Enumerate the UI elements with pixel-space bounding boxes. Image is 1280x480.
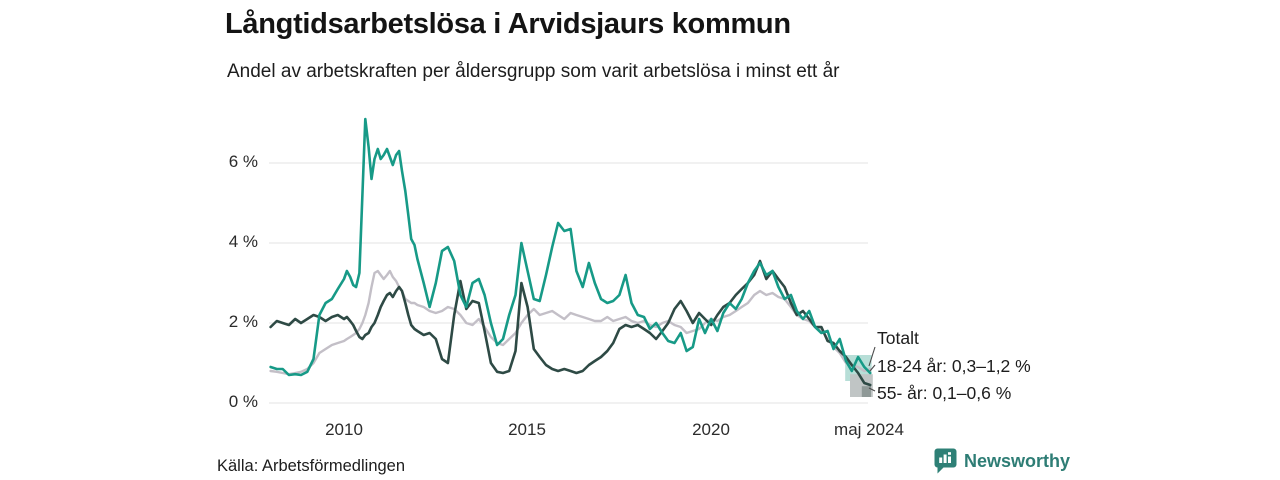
x-axis-tick-2020: 2020 — [692, 420, 730, 439]
newsworthy-logo-text: Newsworthy — [964, 450, 1071, 471]
uncertainty-band-2 — [861, 386, 871, 397]
x-axis-tick-2010: 2010 — [325, 420, 363, 439]
y-axis-tick-4: 4 % — [228, 232, 258, 251]
annotation-18-24: 18-24 år: 0,3–1,2 % — [877, 356, 1031, 376]
chart-subtitle: Andel av arbetskraften per åldersgrupp s… — [227, 61, 840, 82]
x-axis-tick-2015: 2015 — [508, 420, 546, 439]
newsworthy-logo[interactable]: Newsworthy — [934, 448, 1070, 474]
annotation-55: 55- år: 0,1–0,6 % — [877, 383, 1012, 403]
annotation-connector-1 — [869, 364, 876, 372]
newsworthy-bubble-icon — [934, 448, 957, 474]
annotation-connector-0 — [868, 346, 876, 367]
series-line-2 — [269, 269, 872, 376]
annotation-connector-2 — [868, 387, 876, 392]
page-title: Långtidsarbetslösa i Arvidsjaurs kommun — [225, 8, 791, 40]
y-axis-tick-0: 0 % — [228, 392, 258, 411]
x-axis-tick-maj-2024: maj 2024 — [834, 420, 904, 439]
source-note: Källa: Arbetsförmedlingen — [217, 457, 406, 475]
y-axis-tick-2: 2 % — [228, 312, 258, 331]
annotation-totalt: Totalt — [877, 328, 919, 348]
series-line-0 — [269, 117, 872, 377]
y-axis-tick-6: 6 % — [228, 152, 258, 171]
